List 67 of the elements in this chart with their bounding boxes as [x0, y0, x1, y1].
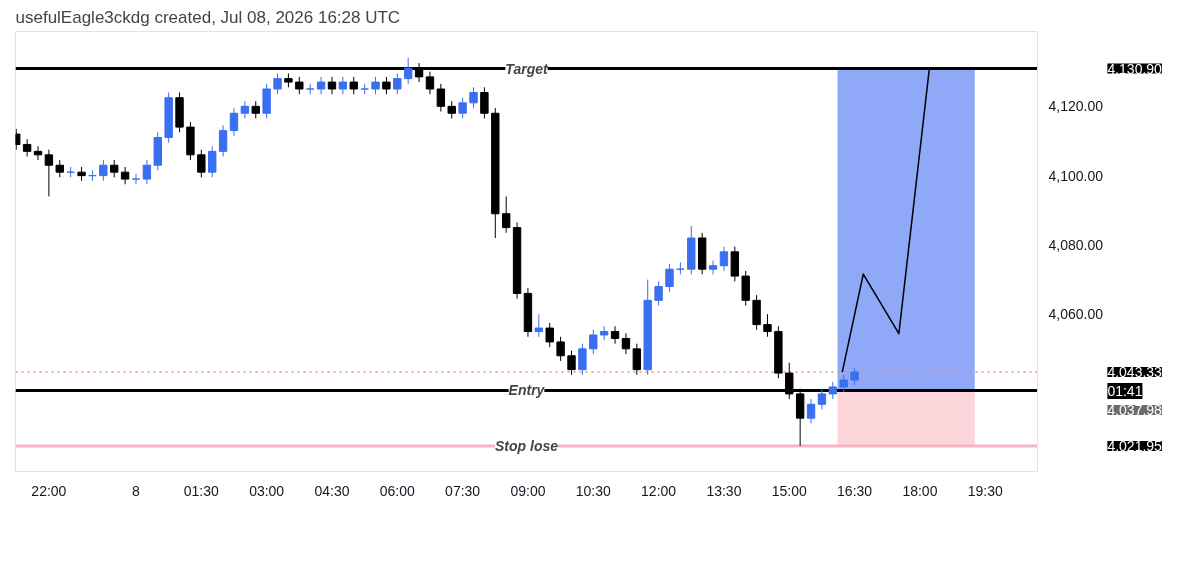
candlestick: [99, 159, 108, 182]
ref-line-label: Entry: [508, 382, 546, 399]
ref-line-label: Target: [505, 60, 549, 77]
y-tick-label: 4,100.00: [1048, 167, 1104, 184]
x-tick-label: 18:00: [902, 482, 938, 499]
x-tick-label: 22:00: [31, 482, 67, 499]
candlestick: [436, 83, 446, 113]
candlestick: [44, 149, 54, 197]
candlestick: [338, 76, 348, 95]
candlestick: [708, 260, 718, 275]
candlestick: [469, 86, 478, 109]
candlestick: [534, 313, 544, 338]
candlestick: [556, 336, 565, 362]
x-tick-label: 09:00: [510, 482, 546, 499]
candlestick: [273, 72, 282, 95]
candlestick: [817, 388, 827, 410]
candlestick: [806, 398, 816, 424]
candlestick: [403, 57, 413, 85]
x-tick-label: 03:00: [249, 482, 285, 499]
candlestick: [632, 343, 642, 376]
candlestick: [589, 329, 598, 355]
candlestick: [120, 166, 130, 185]
candlestick: [654, 280, 663, 307]
candlestick: [458, 97, 467, 119]
candlestick: [501, 195, 511, 234]
candlestick: [229, 107, 239, 137]
candlestick: [327, 76, 337, 95]
candlestick: [763, 313, 772, 338]
candlestick: [480, 86, 489, 119]
y-tick-label: 4,060.00: [1048, 306, 1104, 323]
candlestick: [665, 263, 674, 293]
candlestick: [393, 72, 402, 95]
candlestick: [316, 76, 326, 95]
x-tick-label: 15:00: [771, 482, 807, 499]
x-tick-label: 12:00: [641, 482, 677, 499]
x-tick-label: 8: [132, 482, 141, 499]
candlestick: [131, 173, 141, 185]
text: 01:41: [1107, 382, 1143, 399]
candlestick: [578, 343, 587, 376]
candlestick: [208, 145, 217, 178]
x-tick-label: 10:30: [575, 482, 612, 499]
text: 4,130.90: [1107, 60, 1163, 77]
candlestick: [719, 246, 729, 272]
y-tick-label: 4,080.00: [1048, 236, 1104, 253]
text: 4,043.33: [1107, 363, 1163, 380]
candlestick: [240, 100, 250, 119]
candlestick: [22, 138, 32, 158]
candlestick: [218, 124, 228, 158]
candlestick: [197, 149, 206, 178]
candlestick: [610, 325, 620, 345]
x-tick-label: 19:30: [967, 482, 1003, 499]
x-tick-label: 16:30: [837, 482, 873, 499]
chart-title: usefulEagle3ckdg created, Jul 08, 2026 16:28 UTC: [15, 7, 401, 27]
x-tick-label: 07:30: [445, 482, 481, 499]
x-tick-label: 13:30: [706, 482, 742, 499]
candlestick: [567, 350, 576, 376]
x-tick-label: 04:30: [314, 482, 350, 499]
ref-line-label: Stop lose: [495, 438, 559, 455]
text: 4,037.98: [1107, 401, 1163, 418]
candlestick: [142, 159, 152, 185]
y-tick-label: 4,120.00: [1048, 98, 1104, 115]
candlestick: [425, 71, 435, 95]
x-tick-label: 06:00: [379, 482, 416, 499]
text: 4,021.95: [1107, 438, 1163, 455]
candlestick: [621, 332, 631, 355]
candlestick: [545, 322, 554, 348]
x-tick-label: 01:30: [183, 482, 220, 499]
